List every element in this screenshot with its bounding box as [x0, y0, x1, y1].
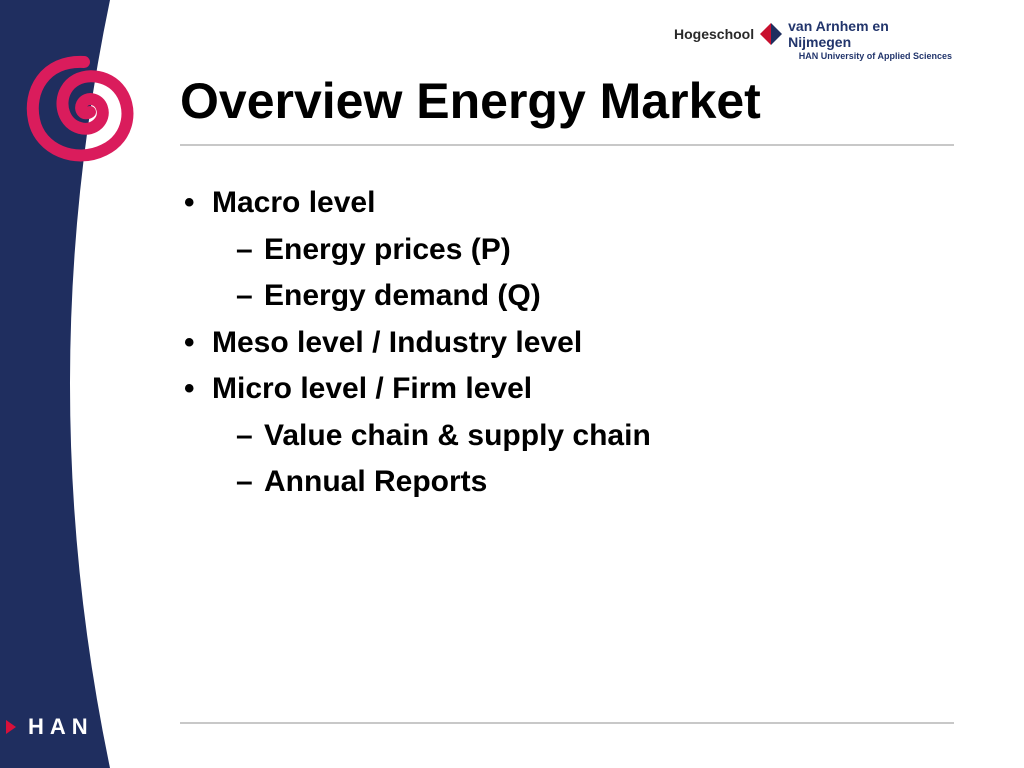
bullet-level-2: Energy demand (Q): [236, 273, 954, 320]
content-area: Overview Energy Market Macro levelEnergy…: [180, 72, 954, 506]
bullet-level-2: Annual Reports: [236, 459, 954, 506]
org-logo-right-text: van Arnhem en Nijmegen: [788, 18, 954, 50]
page-title: Overview Energy Market: [180, 72, 954, 130]
bullet-level-1: Micro level / Firm level: [180, 366, 954, 413]
slide: HAN Hogeschool van Arnhem en Nijmegen HA…: [0, 0, 1024, 768]
han-caret-icon: [6, 720, 16, 734]
bullet-level-2: Value chain & supply chain: [236, 413, 954, 460]
han-wordmark: HAN: [28, 714, 94, 740]
bullet-list: Macro levelEnergy prices (P)Energy deman…: [180, 180, 954, 506]
bullet-level-1: Meso level / Industry level: [180, 320, 954, 367]
swirl-logo-icon: [22, 50, 142, 170]
org-logo-left-text: Hogeschool: [674, 26, 754, 42]
title-rule: [180, 144, 954, 146]
org-logo-subtitle: HAN University of Applied Sciences: [674, 51, 954, 61]
footer-rule: [180, 722, 954, 724]
org-logo-diamond-icon: [758, 21, 784, 47]
bullet-level-2: Energy prices (P): [236, 227, 954, 274]
bullet-level-1: Macro level: [180, 180, 954, 227]
org-logo: Hogeschool van Arnhem en Nijmegen HAN Un…: [674, 18, 954, 61]
